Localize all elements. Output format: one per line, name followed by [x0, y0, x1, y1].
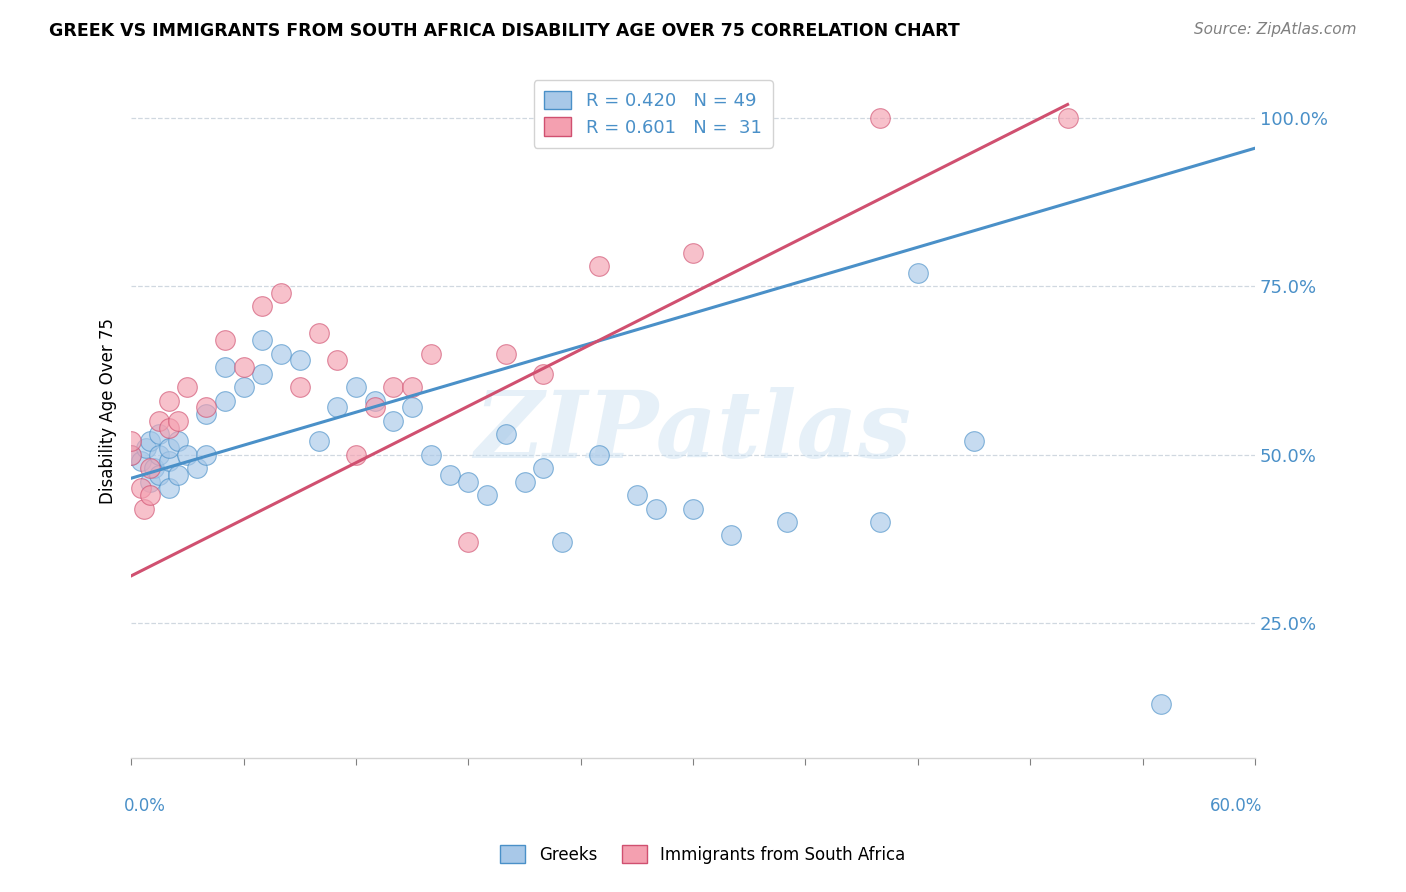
Point: [167, 434, 190, 449]
Point: [419, 346, 441, 360]
Point: [214, 333, 236, 347]
Point: [148, 414, 170, 428]
Point: [1056, 111, 1078, 125]
Y-axis label: Disability Age Over 75: Disability Age Over 75: [100, 318, 117, 504]
Point: [513, 475, 536, 489]
Point: [419, 448, 441, 462]
Point: [495, 346, 517, 360]
Point: [139, 475, 162, 489]
Point: [129, 481, 152, 495]
Point: [139, 488, 162, 502]
Point: [214, 393, 236, 408]
Point: [270, 346, 292, 360]
Point: [682, 501, 704, 516]
Point: [308, 434, 330, 449]
Point: [288, 380, 311, 394]
Point: [326, 353, 349, 368]
Point: [382, 414, 405, 428]
Point: [326, 401, 349, 415]
Point: [588, 259, 610, 273]
Legend: Greeks, Immigrants from South Africa: Greeks, Immigrants from South Africa: [494, 838, 912, 871]
Point: [364, 401, 387, 415]
Point: [308, 326, 330, 341]
Legend: R = 0.420   N = 49, R = 0.601   N =  31: R = 0.420 N = 49, R = 0.601 N = 31: [533, 80, 773, 147]
Point: [626, 488, 648, 502]
Point: [120, 434, 142, 449]
Point: [134, 501, 156, 516]
Point: [495, 427, 517, 442]
Point: [195, 448, 218, 462]
Point: [157, 420, 180, 434]
Point: [439, 467, 461, 482]
Point: [167, 467, 190, 482]
Point: [1150, 697, 1173, 711]
Point: [252, 300, 274, 314]
Point: [232, 360, 254, 375]
Point: [176, 380, 198, 394]
Point: [129, 454, 152, 468]
Point: [120, 448, 142, 462]
Point: [157, 454, 180, 468]
Point: [457, 535, 479, 549]
Text: 60.0%: 60.0%: [1209, 797, 1261, 814]
Point: [186, 461, 208, 475]
Point: [364, 393, 387, 408]
Point: [344, 380, 367, 394]
Text: Source: ZipAtlas.com: Source: ZipAtlas.com: [1194, 22, 1357, 37]
Point: [588, 448, 610, 462]
Point: [142, 461, 165, 475]
Point: [382, 380, 405, 394]
Point: [270, 285, 292, 300]
Point: [135, 441, 157, 455]
Point: [176, 448, 198, 462]
Text: GREEK VS IMMIGRANTS FROM SOUTH AFRICA DISABILITY AGE OVER 75 CORRELATION CHART: GREEK VS IMMIGRANTS FROM SOUTH AFRICA DI…: [49, 22, 960, 40]
Point: [120, 448, 142, 462]
Point: [288, 353, 311, 368]
Point: [869, 111, 891, 125]
Text: 0.0%: 0.0%: [124, 797, 166, 814]
Point: [139, 461, 162, 475]
Point: [148, 427, 170, 442]
Point: [195, 401, 218, 415]
Point: [139, 434, 162, 449]
Point: [475, 488, 498, 502]
Point: [531, 367, 554, 381]
Point: [457, 475, 479, 489]
Point: [214, 360, 236, 375]
Point: [401, 401, 423, 415]
Point: [551, 535, 574, 549]
Point: [644, 501, 666, 516]
Point: [344, 448, 367, 462]
Point: [531, 461, 554, 475]
Point: [252, 333, 274, 347]
Point: [776, 515, 799, 529]
Point: [252, 367, 274, 381]
Point: [157, 441, 180, 455]
Point: [157, 393, 180, 408]
Point: [963, 434, 986, 449]
Point: [401, 380, 423, 394]
Point: [720, 528, 742, 542]
Point: [148, 448, 170, 462]
Text: ZIPatlas: ZIPatlas: [475, 386, 911, 476]
Point: [167, 414, 190, 428]
Point: [195, 407, 218, 421]
Point: [682, 245, 704, 260]
Point: [148, 467, 170, 482]
Point: [907, 266, 929, 280]
Point: [157, 481, 180, 495]
Point: [232, 380, 254, 394]
Point: [869, 515, 891, 529]
